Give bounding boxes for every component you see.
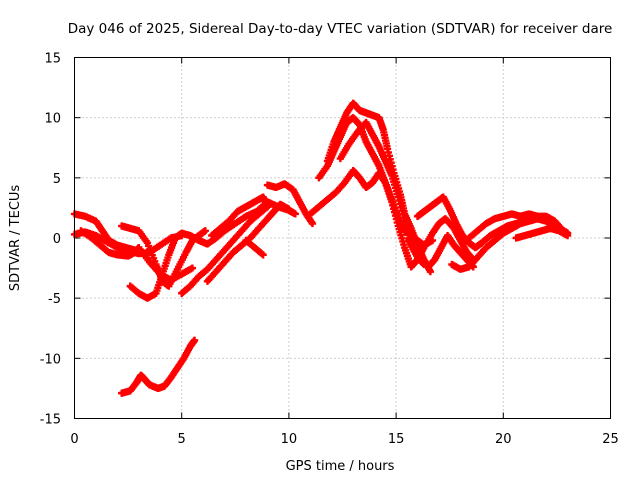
y-tick-label: -5 [48,292,61,307]
x-tick-label: 20 [495,432,512,447]
series-track-18 [465,210,572,242]
x-tick-label: 10 [281,432,298,447]
plot-frame [74,57,611,419]
data-point [190,336,199,344]
x-tick-label: 0 [70,432,78,447]
y-axis-label: SDTVAR / TECUs [8,185,23,292]
data-point [291,210,299,218]
data-point [308,219,317,228]
series-track-5 [126,198,299,302]
y-tick-label: -15 [40,413,61,428]
series-track-10 [263,180,317,228]
series-track-8 [208,193,272,240]
grid-lines [74,57,611,419]
series-track-9 [242,236,267,259]
y-tick-label: 15 [44,52,61,67]
data-point [426,268,435,276]
series-track-19 [512,224,572,242]
x-tick-label: 15 [388,432,405,447]
data-point [285,205,293,213]
y-tick-labels: -15 -10 -5 0 5 10 15 [40,52,61,428]
x-tick-labels: 0 5 10 15 20 25 [70,432,618,447]
y-tick-label: 5 [53,172,61,187]
series-track-13 [323,99,435,276]
y-tick-label: -10 [40,352,61,367]
x-tick-label: 5 [178,432,186,447]
data-series [70,99,572,397]
data-point [564,231,572,240]
series-track-20 [118,336,199,397]
data-point [188,264,197,272]
y-tick-label: 0 [53,232,61,247]
series-track-15 [405,231,477,271]
y-tick-label: 10 [44,112,61,127]
series-track-7 [203,200,293,285]
data-point [263,203,272,211]
chart-title: Day 046 of 2025, Sidereal Day-to-day VTE… [68,21,613,37]
data-point [201,227,209,235]
data-point [259,251,267,259]
x-tick-label: 25 [602,432,619,447]
x-axis-label: GPS time / hours [286,459,395,474]
